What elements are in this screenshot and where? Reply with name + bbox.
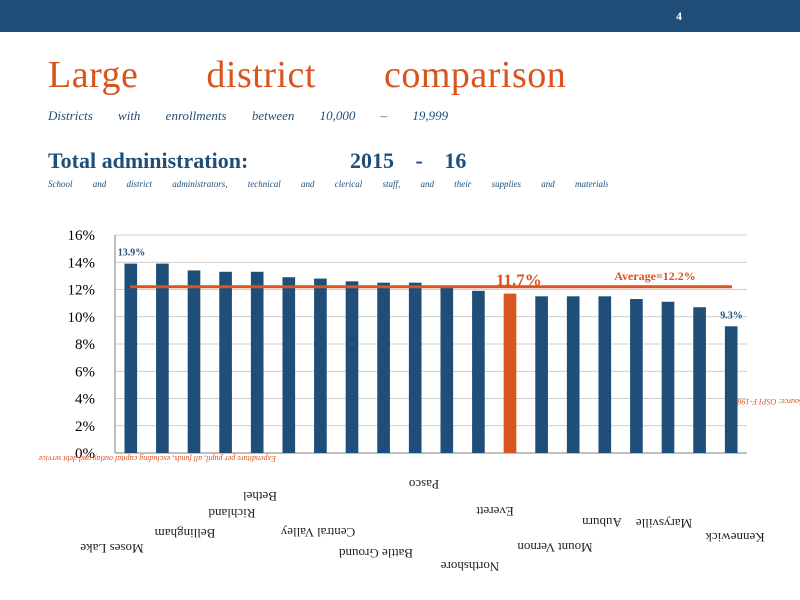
category-label-mirrored: Marysville	[636, 516, 693, 531]
bar-chart: 0% 2% 4% 6% 8% 10% 12% 14% 16% Average=12.2% 13.9%…	[38, 228, 800, 574]
y-tick-label: 12%	[68, 283, 96, 299]
bar	[566, 296, 580, 453]
bar-highlight	[503, 293, 517, 453]
bar	[156, 263, 169, 453]
average-label: Average=12.2%	[614, 269, 696, 283]
category-label-mirrored: Pasco	[409, 477, 439, 492]
page-subtitle: Districts with enrollments between 10,00…	[48, 108, 449, 123]
bar	[408, 282, 422, 453]
y-tick-label: 14%	[68, 255, 96, 271]
category-label-mirrored: Richland	[208, 506, 255, 521]
bar	[440, 286, 454, 453]
data-label-first: 13.9%	[118, 248, 146, 259]
bar	[250, 271, 264, 453]
y-tick-label: 10%	[68, 310, 96, 326]
data-label-highlight: 11.7%	[496, 271, 542, 290]
category-label-mirrored: Bellingham	[155, 526, 216, 541]
bar	[598, 296, 612, 453]
y-tick-label: 0%	[75, 446, 95, 462]
data-label-last: 9.3%	[720, 310, 743, 321]
category-label-mirrored: Mount Vernon	[517, 540, 593, 555]
category-label-mirrored: Central Valley	[280, 525, 355, 540]
y-tick-label: 2%	[75, 419, 95, 435]
y-tick-label: 8%	[75, 337, 95, 353]
bar	[630, 299, 643, 453]
bar	[314, 278, 327, 453]
category-label-mirrored: Everett	[476, 504, 514, 519]
bar	[219, 271, 232, 453]
section-title: Total administration:	[48, 148, 249, 173]
page-number: 4	[676, 9, 682, 23]
category-label-mirrored: Kennewick	[705, 530, 765, 545]
bar	[693, 307, 706, 453]
y-tick-label: 4%	[75, 392, 95, 408]
category-label-mirrored: Northshore	[441, 559, 500, 574]
category-label-mirrored: Bethel	[243, 489, 277, 504]
category-label-mirrored: Moses Lake	[80, 541, 143, 556]
bar	[661, 301, 675, 453]
bar	[345, 281, 359, 453]
bar	[282, 277, 296, 453]
bar	[377, 282, 390, 453]
bar	[472, 290, 485, 453]
footnote-rotated: Expenditure per pupil, all funds, exclud…	[38, 454, 277, 463]
category-label-mirrored: Auburn	[582, 515, 622, 530]
bar	[187, 270, 201, 453]
category-label-mirrored: Battle Ground	[338, 546, 413, 561]
source-rotated: Source: OSPI F-196	[738, 397, 800, 406]
bar	[124, 263, 138, 453]
page-title: Large district comparison	[48, 54, 567, 96]
y-tick-label: 6%	[75, 364, 95, 380]
header-bar: 4	[0, 0, 800, 32]
section-description: School and district administrators, tech…	[48, 179, 608, 189]
bar	[535, 296, 548, 453]
section-years: 2015 - 16	[350, 148, 467, 173]
bar	[724, 326, 738, 453]
y-tick-label: 16%	[68, 228, 96, 244]
